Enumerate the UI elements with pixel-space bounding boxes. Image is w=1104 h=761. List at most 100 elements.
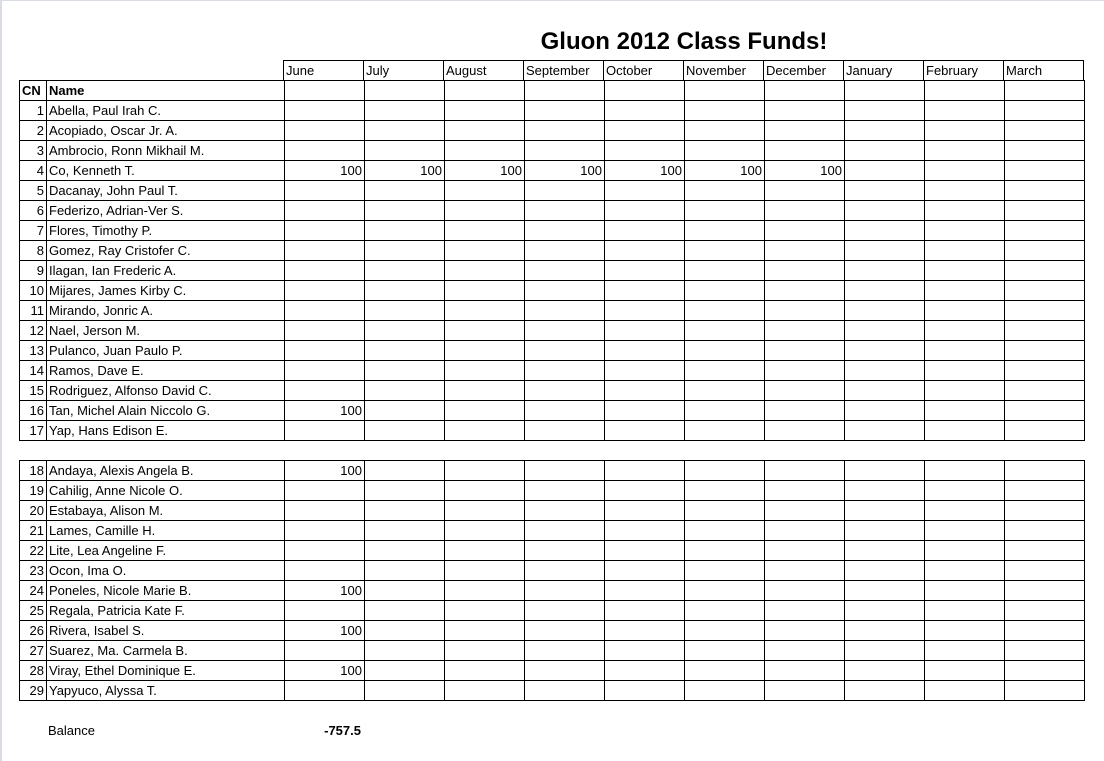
- payment-cell-june[interactable]: [284, 500, 365, 521]
- class-number[interactable]: 1: [19, 100, 47, 121]
- class-number[interactable]: 25: [19, 600, 47, 621]
- payment-cell-december[interactable]: [764, 240, 845, 261]
- student-name[interactable]: Ilagan, Ian Frederic A.: [46, 260, 285, 281]
- payment-cell-march[interactable]: [1004, 160, 1085, 181]
- payment-cell-january[interactable]: [844, 400, 925, 421]
- payment-cell-january[interactable]: [844, 600, 925, 621]
- payment-cell-january[interactable]: [844, 220, 925, 241]
- student-name[interactable]: Tan, Michel Alain Niccolo G.: [46, 400, 285, 421]
- payment-cell-january[interactable]: [844, 540, 925, 561]
- payment-cell-november[interactable]: [684, 180, 765, 201]
- payment-cell-february[interactable]: [924, 180, 1005, 201]
- payment-cell-february[interactable]: [924, 680, 1005, 701]
- payment-cell-november[interactable]: [684, 420, 765, 441]
- payment-cell-december[interactable]: [764, 120, 845, 141]
- payment-cell-july[interactable]: [364, 400, 445, 421]
- student-name[interactable]: Acopiado, Oscar Jr. A.: [46, 120, 285, 141]
- payment-cell-july[interactable]: [364, 220, 445, 241]
- cell[interactable]: [364, 80, 445, 101]
- payment-cell-january[interactable]: [844, 420, 925, 441]
- payment-cell-december[interactable]: [764, 200, 845, 221]
- payment-cell-march[interactable]: [1004, 420, 1085, 441]
- student-name[interactable]: Viray, Ethel Dominique E.: [46, 660, 285, 681]
- payment-cell-august[interactable]: [444, 680, 525, 701]
- payment-cell-march[interactable]: [1004, 200, 1085, 221]
- payment-cell-february[interactable]: [924, 200, 1005, 221]
- payment-cell-february[interactable]: [924, 260, 1005, 281]
- student-name[interactable]: Yapyuco, Alyssa T.: [46, 680, 285, 701]
- payment-cell-september[interactable]: [524, 280, 605, 301]
- month-header-february[interactable]: February: [923, 60, 1004, 81]
- student-name[interactable]: Cahilig, Anne Nicole O.: [46, 480, 285, 501]
- payment-cell-august[interactable]: [444, 320, 525, 341]
- student-name[interactable]: Nael, Jerson M.: [46, 320, 285, 341]
- payment-cell-january[interactable]: [844, 580, 925, 601]
- payment-cell-january[interactable]: [844, 240, 925, 261]
- payment-cell-november[interactable]: [684, 280, 765, 301]
- student-name[interactable]: Dacanay, John Paul T.: [46, 180, 285, 201]
- student-name[interactable]: Mirando, Jonric A.: [46, 300, 285, 321]
- payment-cell-january[interactable]: [844, 340, 925, 361]
- balance-value[interactable]: -757.5: [324, 723, 361, 738]
- cell[interactable]: [604, 80, 685, 101]
- student-name[interactable]: Federizo, Adrian-Ver S.: [46, 200, 285, 221]
- payment-cell-september[interactable]: [524, 460, 605, 481]
- payment-cell-september[interactable]: [524, 560, 605, 581]
- cell[interactable]: [444, 80, 525, 101]
- payment-cell-june[interactable]: [284, 380, 365, 401]
- payment-cell-october[interactable]: [604, 300, 685, 321]
- payment-cell-july[interactable]: [364, 600, 445, 621]
- payment-cell-september[interactable]: [524, 480, 605, 501]
- month-header-december[interactable]: December: [763, 60, 844, 81]
- payment-cell-march[interactable]: [1004, 360, 1085, 381]
- month-header-june[interactable]: June: [283, 60, 364, 81]
- payment-cell-december[interactable]: [764, 100, 845, 121]
- payment-cell-june[interactable]: [284, 260, 365, 281]
- payment-cell-december[interactable]: 100: [764, 160, 845, 181]
- payment-cell-june[interactable]: 100: [284, 160, 365, 181]
- payment-cell-october[interactable]: [604, 120, 685, 141]
- payment-cell-march[interactable]: [1004, 240, 1085, 261]
- payment-cell-february[interactable]: [924, 300, 1005, 321]
- payment-cell-january[interactable]: [844, 280, 925, 301]
- payment-cell-july[interactable]: [364, 180, 445, 201]
- payment-cell-august[interactable]: [444, 420, 525, 441]
- payment-cell-december[interactable]: [764, 600, 845, 621]
- payment-cell-march[interactable]: [1004, 300, 1085, 321]
- student-name[interactable]: Ocon, Ima O.: [46, 560, 285, 581]
- payment-cell-january[interactable]: [844, 520, 925, 541]
- payment-cell-november[interactable]: [684, 200, 765, 221]
- payment-cell-december[interactable]: [764, 500, 845, 521]
- payment-cell-march[interactable]: [1004, 320, 1085, 341]
- payment-cell-june[interactable]: 100: [284, 400, 365, 421]
- payment-cell-december[interactable]: [764, 320, 845, 341]
- month-header-january[interactable]: January: [843, 60, 924, 81]
- payment-cell-march[interactable]: [1004, 220, 1085, 241]
- payment-cell-january[interactable]: [844, 560, 925, 581]
- payment-cell-september[interactable]: [524, 620, 605, 641]
- payment-cell-october[interactable]: [604, 480, 685, 501]
- payment-cell-august[interactable]: [444, 480, 525, 501]
- student-name[interactable]: Abella, Paul Irah C.: [46, 100, 285, 121]
- payment-cell-february[interactable]: [924, 660, 1005, 681]
- payment-cell-february[interactable]: [924, 400, 1005, 421]
- class-number[interactable]: 2: [19, 120, 47, 141]
- payment-cell-june[interactable]: [284, 420, 365, 441]
- payment-cell-june[interactable]: [284, 480, 365, 501]
- payment-cell-october[interactable]: [604, 180, 685, 201]
- payment-cell-june[interactable]: 100: [284, 620, 365, 641]
- payment-cell-december[interactable]: [764, 280, 845, 301]
- payment-cell-july[interactable]: [364, 620, 445, 641]
- payment-cell-august[interactable]: [444, 660, 525, 681]
- class-number[interactable]: 7: [19, 220, 47, 241]
- class-number[interactable]: 23: [19, 560, 47, 581]
- payment-cell-december[interactable]: [764, 340, 845, 361]
- class-number[interactable]: 29: [19, 680, 47, 701]
- cell[interactable]: [524, 80, 605, 101]
- payment-cell-october[interactable]: [604, 400, 685, 421]
- payment-cell-march[interactable]: [1004, 580, 1085, 601]
- payment-cell-june[interactable]: [284, 120, 365, 141]
- payment-cell-september[interactable]: [524, 400, 605, 421]
- payment-cell-january[interactable]: [844, 360, 925, 381]
- class-number[interactable]: 8: [19, 240, 47, 261]
